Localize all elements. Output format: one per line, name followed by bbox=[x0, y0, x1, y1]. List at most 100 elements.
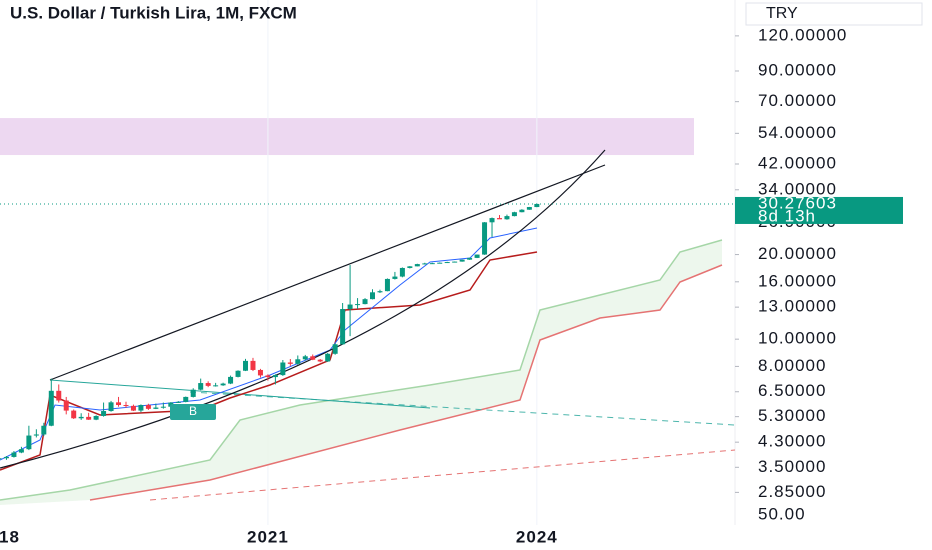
candle-body bbox=[489, 218, 495, 223]
candle-body bbox=[153, 407, 159, 409]
candle-body bbox=[459, 259, 465, 262]
candle-body bbox=[526, 207, 532, 210]
candle-body bbox=[511, 212, 517, 217]
candle-body bbox=[235, 370, 241, 377]
candle-body bbox=[504, 216, 510, 220]
y-tick-label: 54.00000 bbox=[758, 123, 837, 142]
candle-body bbox=[205, 383, 211, 386]
candle-body bbox=[101, 411, 107, 416]
candle-body bbox=[384, 278, 390, 292]
candle-body bbox=[482, 222, 488, 255]
zone bbox=[0, 118, 694, 156]
price-label: 30.27603 bbox=[758, 193, 837, 212]
y-tick-label: 70.00000 bbox=[758, 91, 837, 110]
channel-line bbox=[49, 164, 606, 381]
currency-label: TRY bbox=[766, 5, 798, 22]
currency-button[interactable] bbox=[745, 2, 923, 26]
candle-body bbox=[452, 261, 458, 263]
candle-body bbox=[243, 360, 249, 371]
candle-body bbox=[280, 362, 286, 376]
candle-body bbox=[295, 359, 301, 364]
candle-body bbox=[190, 389, 196, 397]
y-tick-label: 16.00000 bbox=[758, 271, 837, 290]
candle-body bbox=[71, 410, 77, 419]
candle-body bbox=[33, 434, 39, 436]
candle-body bbox=[444, 262, 450, 264]
y-tick-label: 3.50000 bbox=[758, 457, 826, 476]
y-tick-label: 34.00000 bbox=[758, 179, 837, 198]
candle-body bbox=[437, 262, 443, 264]
y-tick-label: 5.30000 bbox=[758, 406, 826, 425]
candle-body bbox=[175, 401, 181, 403]
candle-body bbox=[108, 402, 114, 412]
countdown-label: 8d 13h bbox=[758, 206, 816, 225]
candle-body bbox=[228, 376, 234, 384]
candle-body bbox=[302, 356, 308, 360]
candle-body bbox=[287, 362, 293, 364]
candle-body bbox=[123, 405, 129, 407]
candle-body bbox=[86, 416, 92, 420]
y-tick-label: 4.30000 bbox=[758, 432, 826, 451]
candle-body bbox=[347, 304, 353, 310]
bottom-scale-label: 50.00 bbox=[758, 504, 806, 523]
y-tick-label: 120.00000 bbox=[758, 25, 847, 44]
candle-body bbox=[213, 385, 219, 387]
candle-body bbox=[362, 299, 368, 305]
candle-body bbox=[18, 449, 24, 453]
candle-body bbox=[198, 383, 204, 390]
candle-body bbox=[340, 309, 346, 345]
candle-body bbox=[519, 209, 525, 213]
y-tick-label: 10.00000 bbox=[758, 329, 837, 348]
candle-body bbox=[220, 383, 226, 386]
candle-body bbox=[534, 203, 540, 208]
candle-body bbox=[370, 292, 375, 300]
y-tick-label: 13.00000 bbox=[758, 297, 837, 316]
candle-body bbox=[250, 360, 256, 370]
x-tick-label: 2024 bbox=[516, 527, 558, 546]
y-tick-label: 20.00000 bbox=[758, 244, 837, 263]
marker-box bbox=[170, 404, 216, 420]
candle-body bbox=[496, 218, 502, 220]
y-tick-label: 90.00000 bbox=[758, 60, 837, 79]
candle-body bbox=[56, 390, 62, 401]
candle-body bbox=[257, 369, 263, 376]
candle-body bbox=[138, 405, 144, 411]
candle-body bbox=[93, 415, 99, 420]
candle-body bbox=[332, 344, 338, 354]
marker-label: B bbox=[189, 404, 197, 418]
candle-body bbox=[11, 452, 17, 457]
candle-body bbox=[272, 375, 278, 378]
x-tick-label: 2021 bbox=[247, 527, 289, 546]
candle-body bbox=[317, 359, 323, 362]
candle-body bbox=[422, 263, 428, 265]
candle-body bbox=[407, 266, 413, 268]
candle-body bbox=[41, 425, 47, 435]
candle-body bbox=[78, 416, 84, 419]
candle-body bbox=[377, 291, 383, 293]
candle-body bbox=[183, 396, 189, 402]
x-tick-label: 2018 bbox=[0, 527, 20, 546]
channel-curve bbox=[0, 149, 606, 469]
candle-body bbox=[3, 456, 9, 459]
candle-body bbox=[130, 405, 136, 411]
candle-body bbox=[310, 356, 316, 360]
candle-body bbox=[145, 405, 151, 409]
y-tick-label: 2.85000 bbox=[758, 482, 826, 501]
candle-body bbox=[48, 390, 54, 426]
y-tick-label: 8.00000 bbox=[758, 356, 826, 375]
candle-body bbox=[392, 276, 398, 279]
candle-body bbox=[265, 375, 271, 378]
candle-body bbox=[474, 254, 480, 258]
candle-body bbox=[63, 400, 69, 411]
candle-body bbox=[414, 264, 420, 267]
price-label-box bbox=[735, 196, 903, 224]
candle-body bbox=[429, 263, 435, 265]
candle-body bbox=[116, 402, 122, 406]
candle-body bbox=[26, 435, 32, 450]
y-tick-label: 42.00000 bbox=[758, 153, 837, 172]
candle-body bbox=[399, 267, 405, 277]
dashed-trend bbox=[149, 449, 736, 501]
chart-title: U.S. Dollar / Turkish Lira, 1M, FXCM bbox=[10, 3, 297, 22]
